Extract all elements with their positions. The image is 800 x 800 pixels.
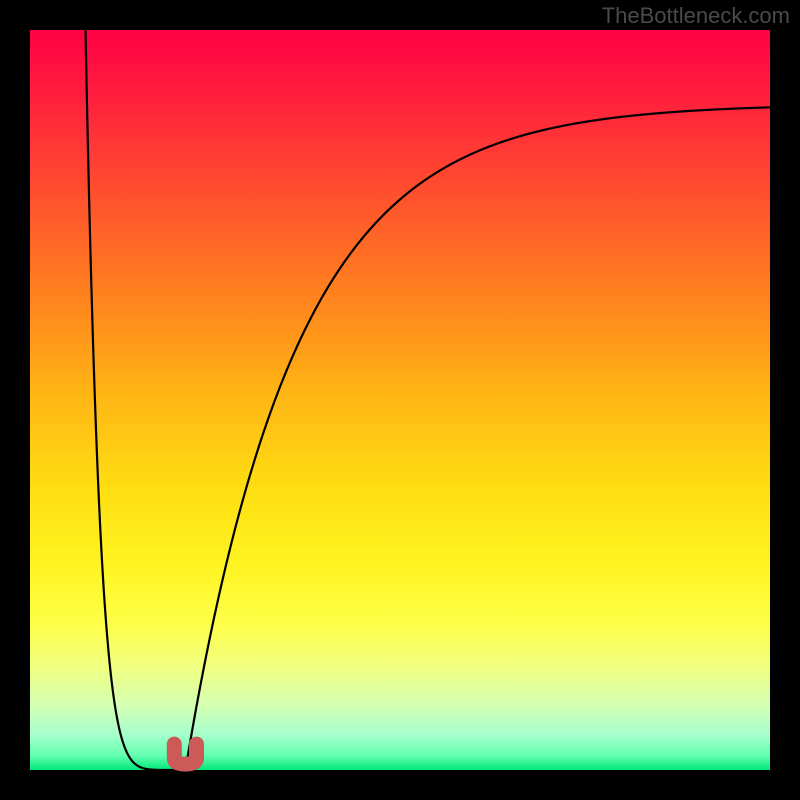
gradient-plot-area [30, 30, 770, 770]
attribution-label: TheBottleneck.com [602, 3, 790, 29]
bottleneck-chart [0, 0, 800, 800]
chart-container: TheBottleneck.com [0, 0, 800, 800]
